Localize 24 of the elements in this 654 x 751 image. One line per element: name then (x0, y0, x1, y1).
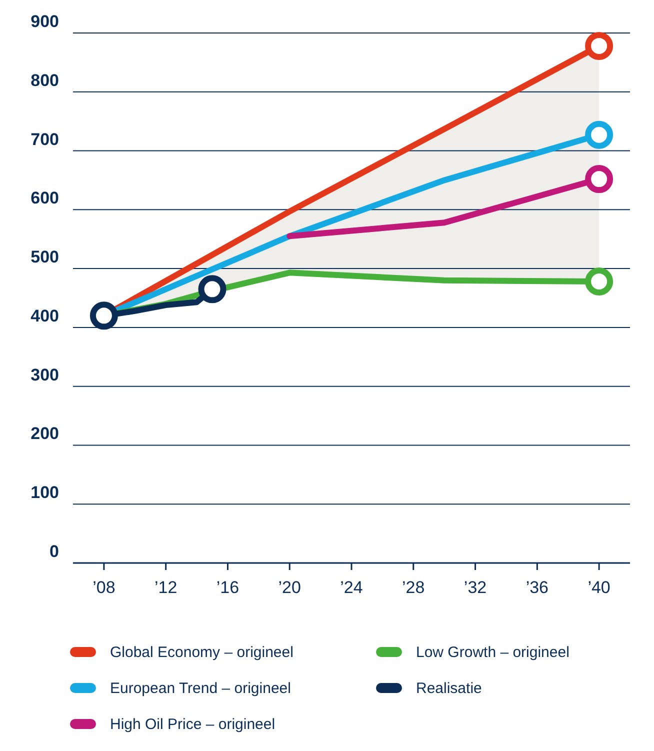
x-tick-label: ’20 (278, 578, 301, 597)
y-tick-label: 500 (30, 248, 59, 267)
y-tick-label: 600 (30, 188, 59, 208)
x-tick-label: ’28 (402, 578, 425, 597)
x-tick-label: ’16 (216, 578, 240, 597)
x-tick-label: ’12 (154, 578, 178, 597)
x-tick-label: ’40 (588, 578, 610, 597)
y-tick-label: 800 (30, 70, 59, 90)
x-tick-label: ’32 (464, 578, 487, 597)
legend-label: High Oil Price – origineel (110, 716, 276, 733)
y-tick-label: 400 (30, 306, 59, 326)
x-tick-label: ’36 (526, 578, 549, 597)
legend-label: Global Economy – origineel (110, 644, 294, 661)
y-tick-label: 300 (30, 365, 59, 384)
x-tick-label: ’24 (340, 578, 363, 597)
legend-label: Low Growth – origineel (416, 644, 570, 661)
y-tick-label: 700 (30, 130, 59, 149)
legend-label: European Trend – origineel (110, 680, 291, 697)
y-tick-label: 900 (30, 12, 59, 31)
legend-label: Realisatie (416, 680, 482, 697)
y-tick-label: 100 (30, 483, 59, 502)
y-tick-label: 0 (50, 542, 59, 561)
x-tick-label: ’08 (92, 578, 116, 597)
y-tick-label: 200 (30, 424, 59, 444)
